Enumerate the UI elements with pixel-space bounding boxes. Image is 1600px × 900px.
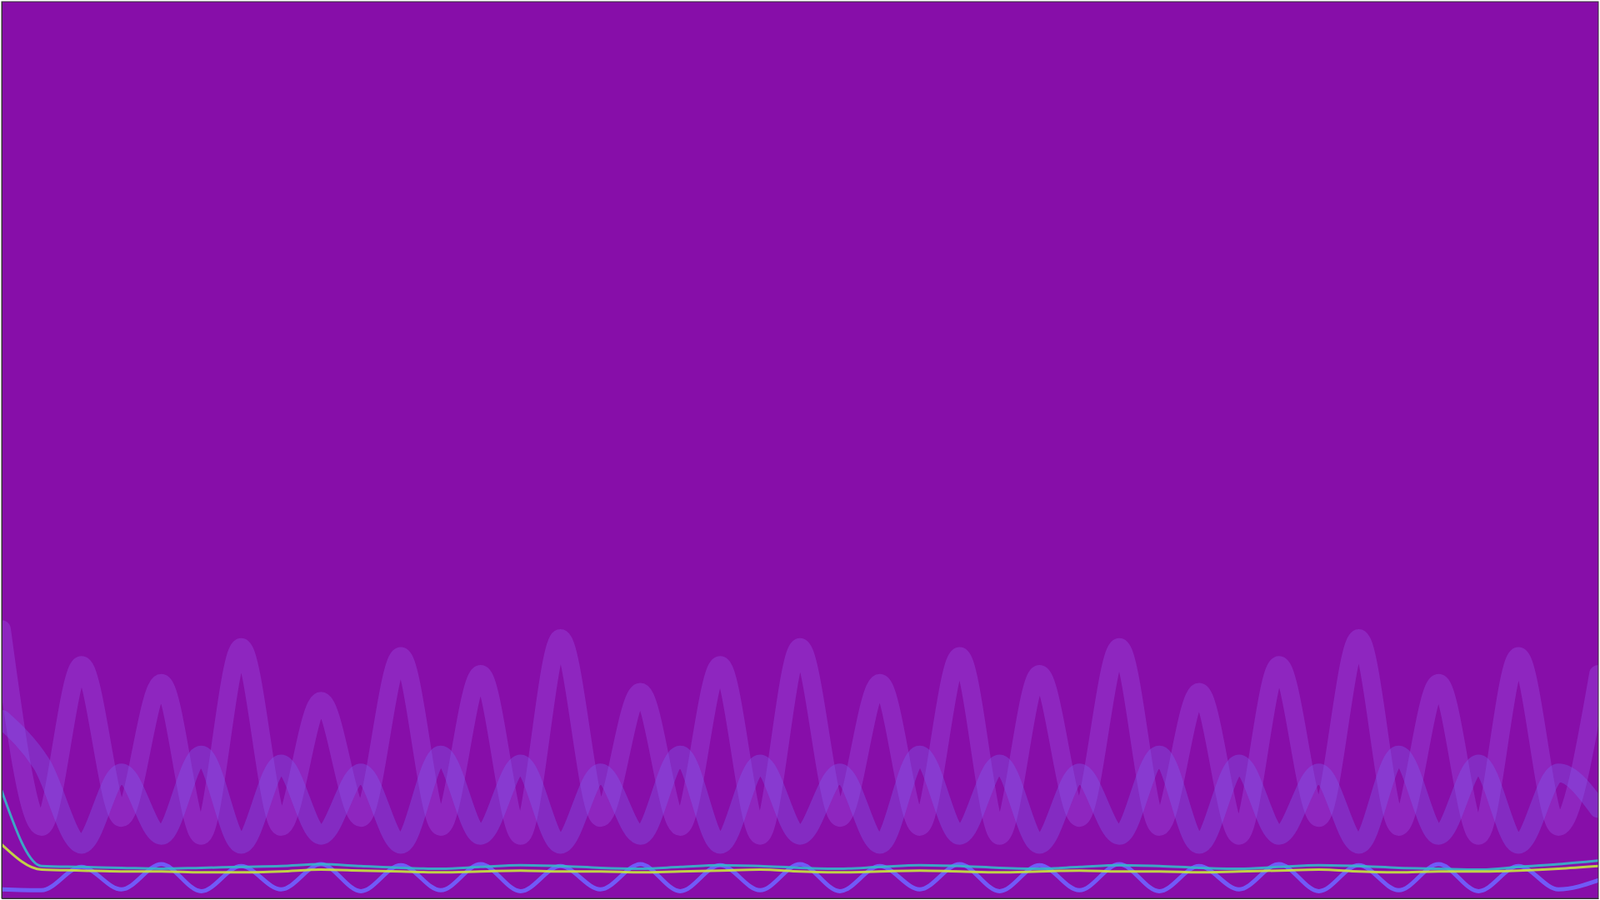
series-line [1,844,1599,872]
plot-frame [1,1,1599,899]
series-line [1,790,1599,870]
series-line [1,629,1599,835]
series-line [1,719,1599,845]
series-group [1,629,1599,891]
plot-background [1,1,1599,899]
chart [0,0,1600,900]
plot [1,1,1600,900]
